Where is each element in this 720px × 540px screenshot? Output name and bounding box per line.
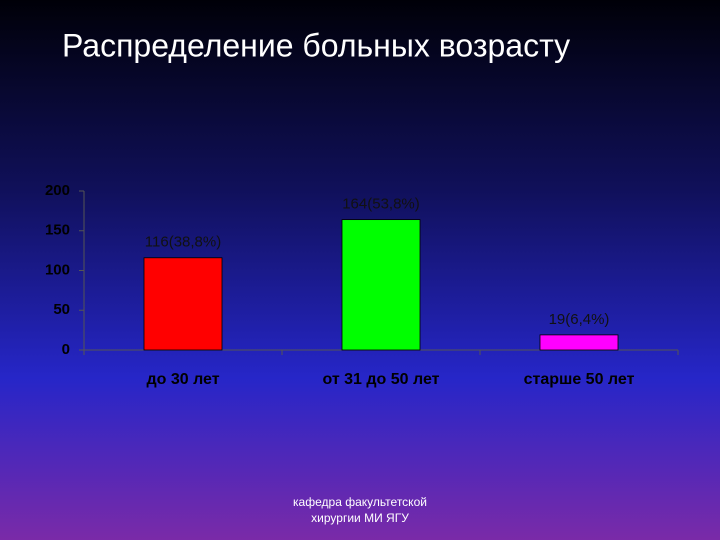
x-tick-label: от 31 до 50 лет	[323, 371, 440, 388]
footer-line: хирургии МИ ЯГУ	[311, 511, 409, 525]
value-label: 164(53,8%)	[342, 196, 420, 213]
chart-title: Распределение больных возрасту	[62, 27, 570, 63]
footer-line: кафедра факультетской	[293, 495, 427, 509]
x-tick-label: до 30 лет	[146, 371, 219, 388]
bar	[143, 257, 223, 351]
bar	[539, 334, 619, 351]
bar	[341, 219, 421, 351]
y-tick-label: 150	[45, 222, 70, 239]
y-tick-label: 50	[53, 301, 70, 318]
value-label: 116(38,8%)	[145, 234, 221, 251]
y-tick-label: 100	[45, 261, 70, 278]
x-tick-label: старше 50 лет	[524, 371, 635, 388]
y-tick-label: 0	[62, 341, 70, 358]
value-label: 19(6,4%)	[549, 311, 610, 328]
y-tick-label: 200	[45, 182, 70, 199]
